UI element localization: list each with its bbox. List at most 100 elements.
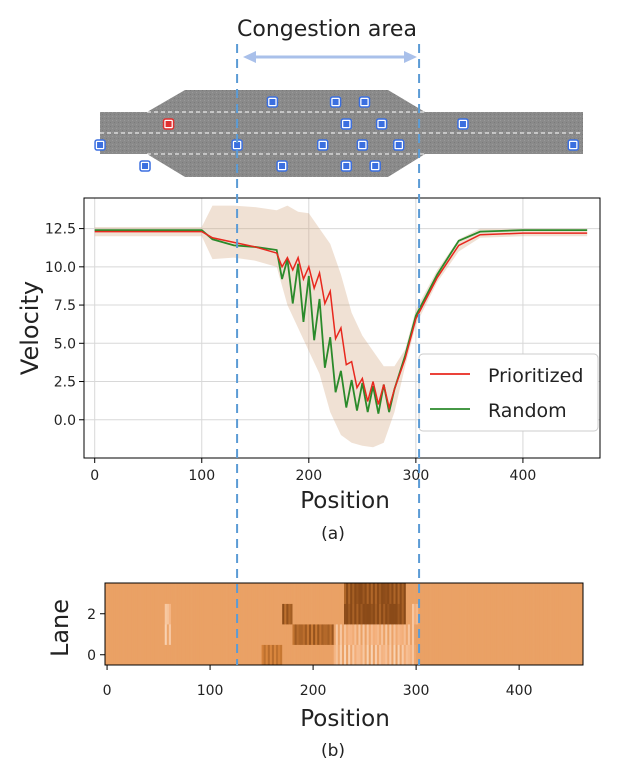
heatmap-cell [418, 644, 421, 665]
heatmap-cell [172, 624, 176, 645]
heatmap-cell [346, 603, 349, 625]
heatmap-cell [341, 583, 345, 604]
heatmap-cell [372, 603, 376, 625]
heatmap-cell [313, 624, 316, 645]
heatmap-cell [335, 624, 339, 645]
heatmap-cell [280, 603, 283, 625]
heatmap-cell [150, 603, 153, 625]
heatmap-cell [401, 603, 405, 625]
congestion-range-arrow [243, 51, 417, 63]
heatmap-cell [426, 644, 429, 665]
heatmap-cell [313, 603, 316, 625]
heatmap-cell [205, 603, 209, 625]
heatmap-cell [142, 644, 145, 665]
heatmap-cell [220, 603, 223, 625]
vehicle [356, 139, 369, 151]
heatmap-cell [556, 583, 559, 604]
heatmap-cell [135, 624, 139, 645]
heatmap-cell [455, 624, 458, 645]
heatmap-cell [148, 603, 151, 625]
heatmap-cell [379, 583, 382, 604]
heatmap-cell [535, 624, 539, 645]
heatmap-cell [344, 603, 347, 625]
heatmap-cell [129, 603, 133, 625]
heatmap-cell [123, 644, 127, 665]
heatmap-cell [306, 624, 310, 645]
heatmap-cell [564, 583, 567, 604]
heatmap-cell [245, 644, 248, 665]
heatmap-cell [205, 583, 209, 604]
heatmap-cell [529, 644, 532, 665]
heatmap-cell [175, 603, 178, 625]
heatmap-cell [261, 644, 265, 665]
heatmap-cell [471, 644, 475, 665]
heatmap-cell [240, 603, 244, 625]
heatmap-cell [436, 583, 440, 604]
heatmap-cell [529, 583, 532, 604]
heatmap-cell [451, 583, 454, 604]
heatmap-cell [387, 624, 390, 645]
heatmap-cell [123, 624, 127, 645]
heatmap-cell [189, 644, 192, 665]
heatmap-cell [269, 644, 273, 665]
heatmap-cell [444, 583, 448, 604]
heatmap-cell [426, 624, 429, 645]
y-tick-label: 0.0 [54, 413, 76, 429]
heatmap-cell [327, 644, 330, 665]
heatmap-cell [212, 624, 215, 645]
heatmap-cell [325, 644, 328, 665]
heatmap-cell [321, 583, 324, 604]
heatmap-cell [296, 624, 300, 645]
heatmap-cell [205, 644, 209, 665]
heatmap-cell [543, 583, 547, 604]
heatmap-cell [302, 603, 306, 625]
heatmap-cell [554, 644, 557, 665]
heatmap-cell [508, 644, 512, 665]
heatmap-cell [502, 644, 506, 665]
heatmap-cell [572, 583, 576, 604]
heatmap-cell [191, 644, 194, 665]
heatmap-cell [494, 644, 497, 665]
heatmap-cell [434, 583, 438, 604]
heatmap-cell [247, 603, 250, 625]
heatmap-cell [232, 603, 236, 625]
heatmap-cell [568, 624, 572, 645]
heatmap-cell [533, 603, 537, 625]
heatmap-cell [193, 583, 197, 604]
heatmap-cell [486, 603, 489, 625]
x-tick-label: 0 [103, 683, 112, 699]
heatmap-cell [119, 624, 122, 645]
heatmap-cell [414, 624, 417, 645]
heatmap-cell [465, 624, 469, 645]
highlighted-vehicle [162, 118, 175, 130]
heatmap-cell [473, 624, 477, 645]
heatmap-cell [370, 644, 374, 665]
heatmap-cell [385, 644, 388, 665]
heatmap-cell [519, 603, 522, 625]
heatmap-cell [356, 644, 359, 665]
heatmap-cell [164, 603, 168, 625]
heatmap-cell [315, 644, 318, 665]
heatmap-cell [469, 583, 473, 604]
heatmap-cell [461, 603, 464, 625]
y-tick-label: 5.0 [54, 336, 76, 352]
heatmap-cell [484, 583, 487, 604]
heatmap-cell [300, 624, 304, 645]
heatmap-cell [333, 644, 337, 665]
heatmap-cell [354, 603, 357, 625]
heatmap-cell [428, 583, 431, 604]
heatmap-cell [552, 583, 555, 604]
heatmap-cell [129, 583, 133, 604]
heatmap-cell [564, 624, 567, 645]
vehicles [94, 96, 579, 172]
heatmap-cell [125, 624, 129, 645]
heatmap-cell [354, 583, 357, 604]
heatmap-cell [181, 624, 184, 645]
heatmap-cell [568, 583, 572, 604]
heatmap-cell [294, 603, 298, 625]
heatmap-cell [234, 624, 238, 645]
heatmap-cell [447, 583, 450, 604]
heatmap-cell [387, 583, 390, 604]
heatmap-cell [125, 603, 129, 625]
heatmap-cell [158, 603, 162, 625]
